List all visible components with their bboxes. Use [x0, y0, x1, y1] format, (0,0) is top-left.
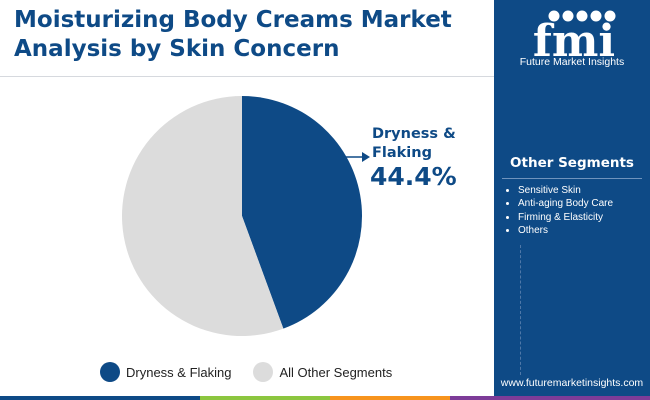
legend-item-dryness: Dryness & Flaking: [100, 362, 231, 382]
title-divider: [0, 76, 494, 77]
callout: Dryness & Flaking 44.4%: [345, 126, 457, 191]
bullet-icon: [506, 215, 509, 219]
legend-label-others: All Other Segments: [279, 364, 393, 380]
callout-label-line-1: Dryness &: [372, 126, 456, 142]
segment-label: Sensitive Skin: [518, 185, 581, 196]
other-segments-list: Sensitive Skin Anti-aging Body Care Firm…: [506, 184, 613, 237]
pie-slice-dryness-flaking: [242, 96, 363, 329]
legend-label-dryness: Dryness & Flaking: [126, 364, 232, 380]
list-item: Anti-aging Body Care: [506, 197, 613, 210]
legend-item-others: All Other Segments: [253, 362, 392, 382]
bottom-bar-green: [200, 396, 330, 400]
bullet-icon: [506, 229, 509, 233]
pie-chart: Dryness & Flaking 44.4%: [122, 96, 457, 337]
list-item: Firming & Elasticity: [506, 211, 613, 224]
segment-label: Anti-aging Body Care: [518, 198, 614, 210]
decorative-dashed-line: [520, 245, 521, 375]
list-item: Sensitive Skin: [506, 184, 613, 197]
title-line-1: Moisturizing Body Creams Market: [14, 7, 452, 33]
title-line-2: Analysis by Skin Concern: [14, 36, 340, 62]
pie-slice-all-other-segments: [122, 96, 284, 337]
bullet-icon: [506, 189, 509, 193]
segment-label: Others: [518, 224, 549, 236]
legend-swatch-dryness: [100, 362, 120, 382]
page-title: Moisturizing Body Creams Market Analysis…: [14, 6, 474, 64]
segments-divider: [502, 178, 642, 179]
fmi-logo: fmi: [533, 10, 616, 67]
bottom-bar-orange: [330, 396, 450, 400]
sidebar: fmi Future Market Insights Other Segment…: [494, 0, 650, 400]
bullet-icon: [506, 202, 509, 206]
callout-value: 44.4%: [370, 162, 457, 191]
bottom-bar-blue: [0, 396, 200, 400]
chart-legend: Dryness & Flaking All Other Segments: [100, 360, 392, 384]
logo-icons: [548, 10, 616, 22]
callout-label-line-2: Flaking: [372, 145, 432, 161]
bottom-bar-purple: [450, 396, 650, 400]
bottom-color-bar: [0, 396, 650, 400]
website-link[interactable]: www.futuremarketinsights.com: [500, 377, 644, 389]
logo-text: fmi: [533, 16, 615, 67]
segment-label: Firming & Elasticity: [518, 211, 604, 223]
callout-arrow-head: [362, 152, 370, 162]
logo-subtitle: Future Market Insights: [519, 56, 625, 68]
pie-slices: [122, 96, 363, 337]
list-item: Others: [506, 224, 613, 237]
legend-swatch-others: [253, 362, 274, 382]
other-segments-title: Other Segments: [510, 155, 634, 171]
